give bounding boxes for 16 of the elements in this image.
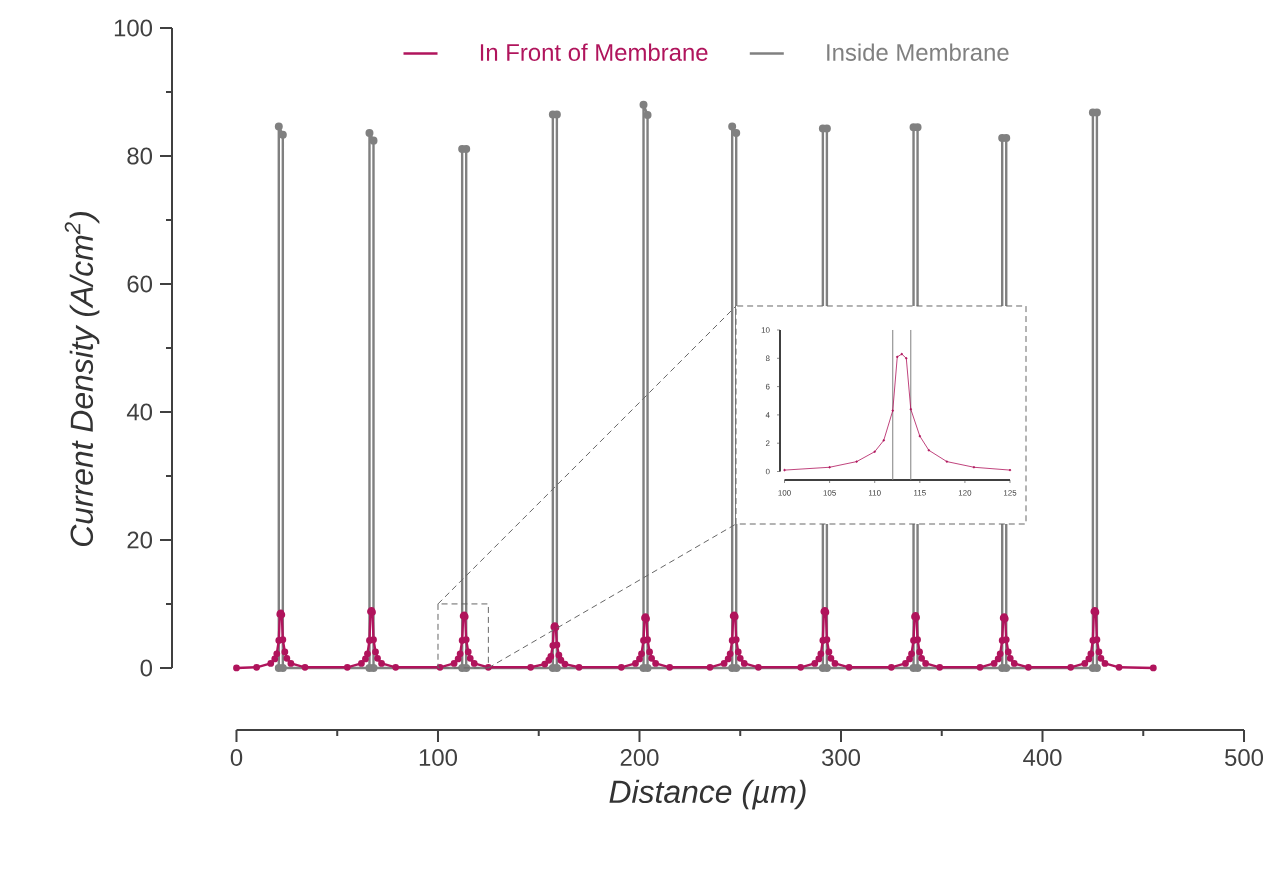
y-tick-label: 40 [126, 403, 153, 421]
x-tick-label: 100 [419, 749, 457, 766]
x-tick-label: 0 [230, 749, 243, 766]
y-tick-label: 100 [114, 19, 153, 37]
x-axis-title: Distance (µm) [609, 779, 806, 810]
y-axis-title: Current Density (A/cm$^{2}$) [64, 212, 100, 547]
x-tick-label: 400 [1023, 749, 1062, 766]
legend-label: In Front of Membrane [480, 43, 708, 61]
y-tick-label: 20 [127, 531, 153, 549]
x-tick-label: 500 [1225, 749, 1264, 766]
y-tick-label: 60 [127, 275, 153, 293]
y-tick-label: 80 [127, 147, 153, 165]
x-tick-label: 300 [821, 749, 861, 766]
x-tick-label: 200 [620, 749, 659, 766]
y-tick-label: 0 [140, 659, 153, 677]
legend-label: Inside Membrane [827, 43, 1009, 61]
